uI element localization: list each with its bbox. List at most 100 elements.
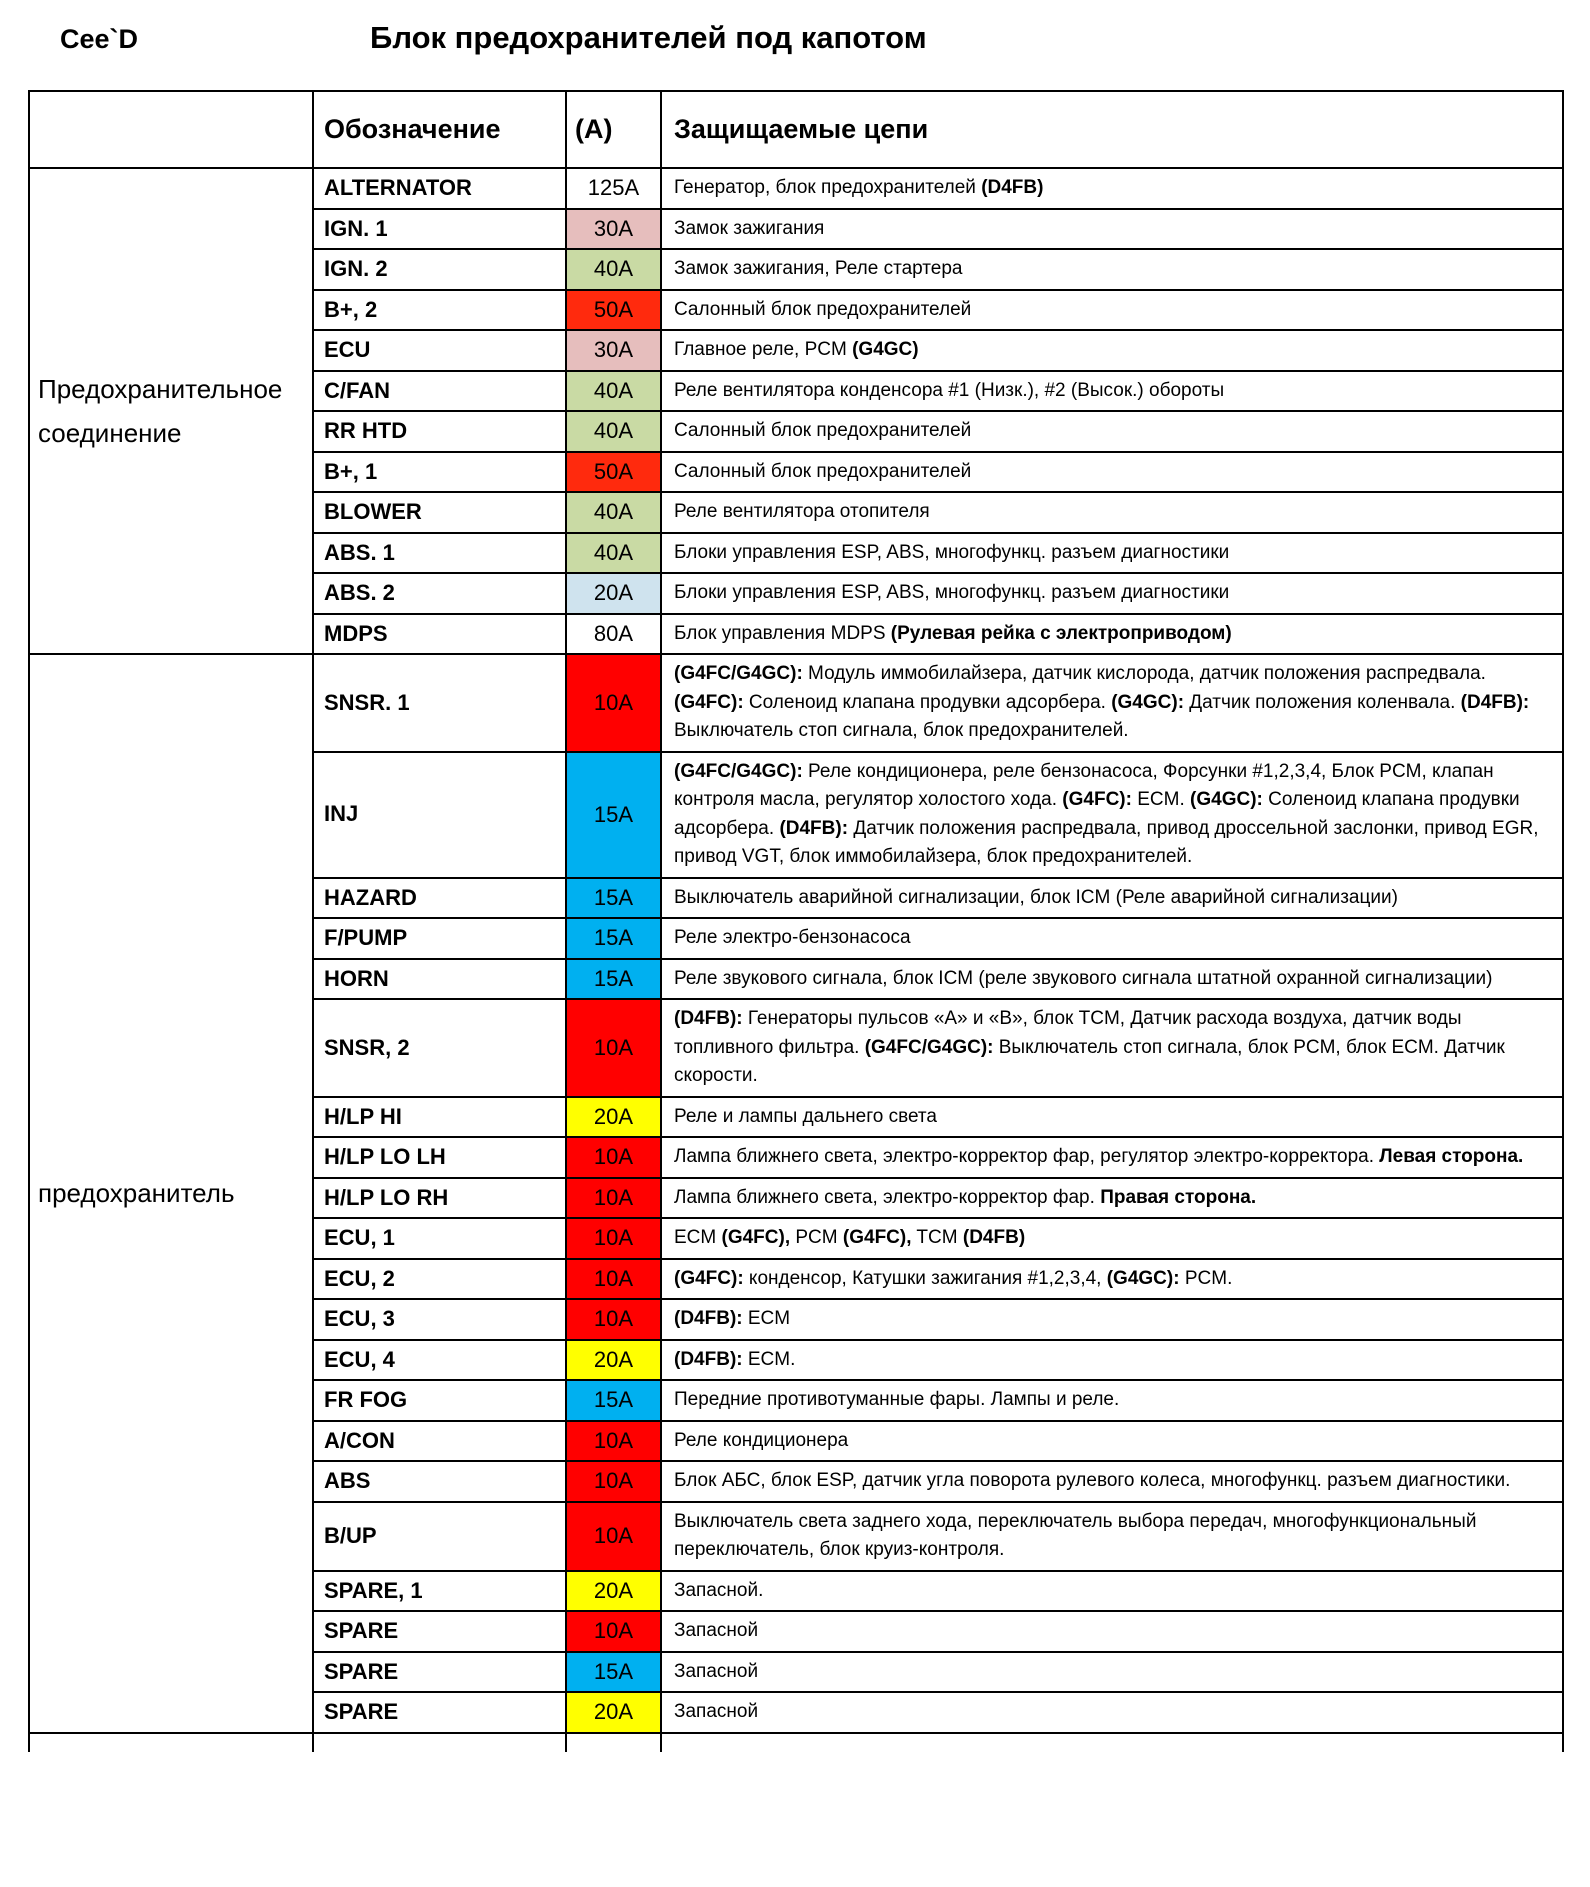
protected-circuits: (G4FC/G4GC): Модуль иммобилайзера, датчи… bbox=[660, 653, 1564, 753]
table-row: SPARE 15А Запасной bbox=[29, 1650, 1564, 1693]
fuse-designation: HORN bbox=[312, 957, 567, 1000]
table-row: SNSR, 2 10А (D4FB): Генераторы пульсов «А»… bbox=[29, 998, 1564, 1098]
protected-circuits: Реле и лампы дальнего света bbox=[660, 1095, 1564, 1138]
fuse-amp-rating: 30А bbox=[565, 329, 662, 372]
fuse-amp-rating: 10А bbox=[565, 653, 662, 753]
protected-circuits: Запасной bbox=[660, 1691, 1564, 1734]
fuse-designation: ABS. 2 bbox=[312, 572, 567, 615]
protected-circuits: Салонный блок предохранителей bbox=[660, 410, 1564, 453]
protected-circuits: Выключатель аварийной сигнализации, блок… bbox=[660, 876, 1564, 919]
fuse-amp-rating: 10А bbox=[565, 1176, 662, 1219]
table-row: SPARE 20А Запасной bbox=[29, 1691, 1564, 1734]
protected-circuits: Салонный блок предохранителей bbox=[660, 450, 1564, 493]
protected-circuits: Передние противотуманные фары. Лампы и р… bbox=[660, 1379, 1564, 1422]
fuse-amp-rating: 125А bbox=[565, 167, 662, 210]
table-row: RR HTD 40А Салонный блок предохранителей bbox=[29, 410, 1564, 453]
table-row: HAZARD 15А Выключатель аварийной сигнализа… bbox=[29, 876, 1564, 919]
table-row: INJ 15А (G4FC/G4GC): Реле кондиционера, ре… bbox=[29, 750, 1564, 879]
protected-circuits: (D4FB): ECM bbox=[660, 1298, 1564, 1341]
cutoff-cell bbox=[660, 1731, 1564, 1752]
fuse-designation: SPARE, 1 bbox=[312, 1569, 567, 1612]
protected-circuits: Реле звукового сигнала, блок ICM (реле з… bbox=[660, 957, 1564, 1000]
fuse-designation: H/LP HI bbox=[312, 1095, 567, 1138]
fuse-table: Обозначение (А) Защищаемые цепи Предохра… bbox=[28, 90, 1564, 1752]
table-row: IGN. 2 40А Замок зажигания, Реле стартера bbox=[29, 248, 1564, 291]
table-row: ECU, 2 10А (G4FC): конденсор, Катушки зажи… bbox=[29, 1257, 1564, 1300]
table-row: IGN. 1 30А Замок зажигания bbox=[29, 207, 1564, 250]
fuse-designation: A/CON bbox=[312, 1419, 567, 1462]
fuse-amp-rating: 50А bbox=[565, 450, 662, 493]
fuse-amp-rating: 15А bbox=[565, 876, 662, 919]
protected-circuits: Генератор, блок предохранителей (D4FB) bbox=[660, 167, 1564, 210]
fuse-designation: SNSR. 1 bbox=[312, 653, 567, 753]
protected-circuits: Выключатель света заднего хода, переключ… bbox=[660, 1500, 1564, 1572]
fuse-amp-rating: 10А bbox=[565, 1460, 662, 1503]
table-row: H/LP LO RH 10А Лампа ближнего света, элект… bbox=[29, 1176, 1564, 1219]
fuse-amp-rating: 15А bbox=[565, 917, 662, 960]
fuse-amp-rating: 20А bbox=[565, 1338, 662, 1381]
fuse-amp-rating: 15А bbox=[565, 1650, 662, 1693]
protected-circuits: Запасной bbox=[660, 1650, 1564, 1693]
fuse-amp-rating: 40А bbox=[565, 491, 662, 534]
protected-circuits: Главное реле, PCM (G4GC) bbox=[660, 329, 1564, 372]
protected-circuits: Реле вентилятора отопителя bbox=[660, 491, 1564, 534]
fuse-amp-rating: 40А bbox=[565, 369, 662, 412]
protected-circuits: ECM (G4FC), PCM (G4FC), TCM (D4FB) bbox=[660, 1217, 1564, 1260]
fuse-designation: MDPS bbox=[312, 612, 567, 655]
fuse-amp-rating: 80А bbox=[565, 612, 662, 655]
fuse-designation: SPARE bbox=[312, 1650, 567, 1693]
table-row: Предохранительное соединение ALTERNATOR 12… bbox=[28, 167, 1564, 655]
fuse-designation: BLOWER bbox=[312, 491, 567, 534]
table-row: F/PUMP 15А Реле электро-бензонасоса bbox=[29, 917, 1564, 960]
table-row: ECU, 4 20А (D4FB): ECM. bbox=[29, 1338, 1564, 1381]
fuse-amp-rating: 30А bbox=[565, 207, 662, 250]
header-amperage: (А) bbox=[565, 90, 662, 169]
table-row: MDPS 80А Блок управления MDPS (Рулевая рей… bbox=[29, 612, 1564, 655]
fuse-designation: ECU, 3 bbox=[312, 1298, 567, 1341]
fuse-amp-rating: 10А bbox=[565, 1610, 662, 1653]
fuse-designation: SNSR, 2 bbox=[312, 998, 567, 1098]
protected-circuits: Замок зажигания bbox=[660, 207, 1564, 250]
fuse-amp-rating: 10А bbox=[565, 998, 662, 1098]
table-row: ECU, 1 10А ECM (G4FC), PCM (G4FC), TCM (D4… bbox=[29, 1217, 1564, 1260]
table-row: B+, 1 50А Салонный блок предохранителей bbox=[29, 450, 1564, 493]
protected-circuits: Лампа ближнего света, электро-корректор … bbox=[660, 1176, 1564, 1219]
protected-circuits: Реле кондиционера bbox=[660, 1419, 1564, 1462]
cutoff-cell bbox=[28, 1731, 314, 1752]
header-designation: Обозначение bbox=[312, 90, 567, 169]
fuse-designation: SPARE bbox=[312, 1691, 567, 1734]
fuse-amp-rating: 50А bbox=[565, 288, 662, 331]
fuse-amp-rating: 15А bbox=[565, 1379, 662, 1422]
fuse-designation: SPARE bbox=[312, 1610, 567, 1653]
fuse-designation: B+, 1 bbox=[312, 450, 567, 493]
header-circuits: Защищаемые цепи bbox=[660, 90, 1564, 169]
table-row: ABS. 1 40А Блоки управления ESP, ABS, мног… bbox=[29, 531, 1564, 574]
fuse-designation: ABS. 1 bbox=[312, 531, 567, 574]
cutoff-cell bbox=[565, 1731, 662, 1752]
fuse-designation: ABS bbox=[312, 1460, 567, 1503]
fuse-designation: H/LP LO RH bbox=[312, 1176, 567, 1219]
fuse-amp-rating: 15А bbox=[565, 957, 662, 1000]
fuse-designation: RR HTD bbox=[312, 410, 567, 453]
fuse-amp-rating: 20А bbox=[565, 1095, 662, 1138]
cutoff-cell bbox=[312, 1731, 567, 1752]
fuse-amp-rating: 20А bbox=[565, 572, 662, 615]
fuse-designation: ECU, 1 bbox=[312, 1217, 567, 1260]
fuse-designation: C/FAN bbox=[312, 369, 567, 412]
fuse-amp-rating: 10А bbox=[565, 1500, 662, 1572]
fuse-amp-rating: 10А bbox=[565, 1298, 662, 1341]
cutoff-row bbox=[28, 1731, 1564, 1752]
table-row: ABS 10А Блок АБС, блок ESP, датчик угла по… bbox=[29, 1460, 1564, 1503]
fuse-designation: ECU, 2 bbox=[312, 1257, 567, 1300]
table-row: B+, 2 50А Салонный блок предохранителей bbox=[29, 288, 1564, 331]
fuse-designation: IGN. 2 bbox=[312, 248, 567, 291]
fuse-amp-rating: 40А bbox=[565, 410, 662, 453]
fuse-table-body: Предохранительное соединение ALTERNATOR 12… bbox=[28, 167, 1564, 1734]
table-row: предохранитель SNSR. 1 10А (G4FC/G4GC): Мод… bbox=[28, 653, 1564, 1734]
table-row: C/FAN 40А Реле вентилятора конденсора #1 (… bbox=[29, 369, 1564, 412]
header-blank-cell bbox=[28, 90, 314, 169]
fuse-designation: FR FOG bbox=[312, 1379, 567, 1422]
table-header-row: Обозначение (А) Защищаемые цепи bbox=[28, 90, 1564, 169]
protected-circuits: (D4FB): Генераторы пульсов «А» и «В», бл… bbox=[660, 998, 1564, 1098]
